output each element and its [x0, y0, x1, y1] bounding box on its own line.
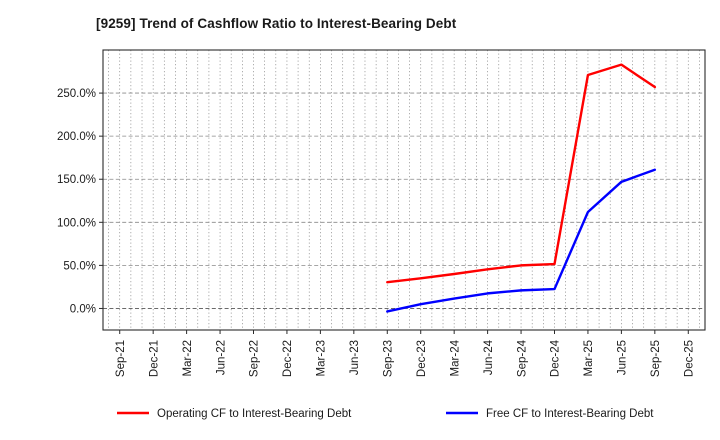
x-tick-label: Sep-25 [650, 340, 662, 377]
x-tick-label: Sep-24 [516, 339, 528, 377]
legend-label-operating-cf: Operating CF to Interest-Bearing Debt [157, 408, 352, 420]
y-tick-label: 150.0% [57, 174, 96, 186]
legend-label-free-cf: Free CF to Interest-Bearing Debt [486, 408, 654, 420]
x-tick-label: Sep-23 [382, 340, 394, 377]
x-axis-tick-labels: Sep-21 Dec-21 Mar-22 Jun-22 Sep-22 Dec-22 Mar-… [115, 330, 695, 377]
gridlines-minor [108, 50, 700, 330]
x-tick-label: Jun-22 [215, 340, 227, 375]
series-line-operating-cf [386, 63, 657, 284]
series-lines [386, 63, 657, 313]
x-tick-label: Dec-23 [416, 340, 428, 377]
y-tick-label: 0.0% [70, 303, 96, 315]
gridlines-major [103, 92, 705, 309]
plot-frame [102, 49, 706, 331]
x-tick-label: Mar-23 [316, 340, 328, 376]
y-axis-tick-labels: 0.0% 50.0% 100.0% 150.0% 200.0% 250.0% [57, 88, 103, 315]
x-tick-label: Jun-24 [483, 339, 495, 375]
x-tick-label: Mar-25 [583, 340, 595, 376]
x-tick-label: Mar-24 [449, 339, 461, 376]
y-tick-label: 250.0% [57, 88, 96, 100]
x-tick-label: Dec-21 [148, 340, 160, 377]
chart-legend: Operating CF to Interest-Bearing Debt Fre… [117, 408, 654, 420]
x-tick-label: Mar-22 [182, 340, 194, 376]
x-tick-label: Dec-22 [282, 340, 294, 377]
x-tick-label: Jun-23 [349, 340, 361, 375]
x-tick-label: Dec-25 [683, 340, 695, 377]
chart-title: [9259] Trend of Cashflow Ratio to Intere… [96, 16, 457, 31]
y-tick-label: 50.0% [63, 260, 96, 272]
series-line-free-cf [386, 168, 657, 313]
x-tick-label: Jun-25 [617, 340, 629, 375]
x-tick-label: Sep-22 [249, 340, 261, 377]
y-tick-label: 200.0% [57, 131, 96, 143]
x-tick-label: Sep-21 [115, 340, 127, 377]
x-tick-label: Dec-24 [550, 339, 562, 377]
y-tick-label: 100.0% [57, 217, 96, 229]
